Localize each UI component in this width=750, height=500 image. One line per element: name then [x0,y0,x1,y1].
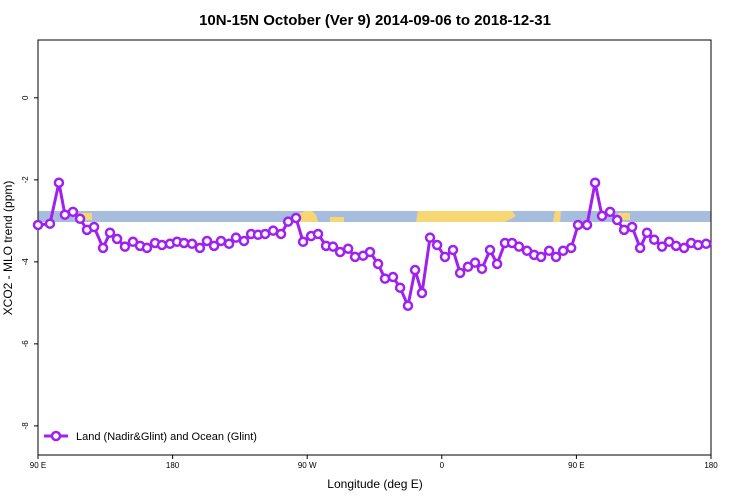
data-point [32,219,44,231]
data-point [223,238,235,250]
y-tick-label: -4 [21,258,30,266]
data-point [156,239,168,251]
data-point [312,228,324,240]
data-point [53,177,65,188]
data-point [700,238,712,250]
y-axis-label: XCO2 - MLO trend (ppm) [1,181,15,316]
data-point [297,236,309,248]
y-tick-label: -8 [21,422,30,430]
legend-label: Land (Nadir&Glint) and Ocean (Glint) [76,431,257,443]
data-point [334,246,346,258]
data-point [424,232,436,243]
legend-marker [50,430,62,442]
data-point [634,242,646,254]
data-point [692,239,704,251]
data-point [409,264,421,276]
plot-frame [37,39,712,456]
data-point [379,273,391,284]
data-point [476,263,488,275]
data-point [230,232,242,243]
data-point [513,241,525,252]
data-point [141,242,153,254]
data-point [394,282,406,293]
data-point [342,243,354,254]
data-point [581,219,593,231]
data-point [67,206,79,218]
data-point [484,244,496,256]
data-point [74,213,86,225]
data-point [275,228,287,240]
y-tick-label: -2 [21,176,30,184]
data-point [372,258,384,270]
data-point [596,210,608,222]
chart-title: 10N-15N October (Ver 9) 2014-09-06 to 20… [199,12,551,29]
data-point [327,241,339,252]
data-point [550,251,562,263]
data-point [387,271,399,283]
data-point [670,240,682,252]
x-tick-label: 90 E [30,461,46,470]
data-point [111,233,123,245]
data-point [626,221,638,233]
x-tick-label: 0 [440,461,445,470]
data-point [454,267,466,279]
data-point [431,239,443,251]
y-tick-label: -6 [21,340,30,348]
data-point [656,241,668,252]
data-point [186,238,198,250]
data-point [604,206,616,218]
data-point [178,237,190,249]
data-point [201,235,213,247]
data-point [416,287,428,299]
data-point [88,221,100,233]
x-tick-label: 90 E [568,461,584,470]
data-point [469,257,481,268]
data-point [208,240,220,252]
x-tick-label: 180 [166,461,180,470]
data-point [282,216,294,227]
data-point [535,251,547,263]
data-point [194,242,206,254]
data-point [648,234,660,245]
data-point [349,251,361,263]
data-point [97,242,109,254]
x-axis-label: Longitude (deg E) [327,477,422,491]
data-point [402,300,414,311]
data-point [491,258,503,270]
x-tick-label: 90 W [298,461,317,470]
data-point [641,227,653,238]
data-point [543,245,555,257]
data-point [611,214,623,226]
data-point [565,242,577,254]
data-point [119,241,131,252]
data-point [104,227,116,238]
data-point [589,177,601,188]
data-point [290,212,302,224]
data-point [259,228,271,240]
data-point [44,218,56,229]
land-ocean-band [38,211,711,222]
data-point [572,219,584,231]
data-point [364,246,376,258]
data-point [447,244,459,256]
y-tick-label: 0 [21,95,30,100]
x-tick-label: 180 [704,461,718,470]
data-point [439,251,451,263]
data-point [238,235,250,247]
data-point [678,242,690,254]
